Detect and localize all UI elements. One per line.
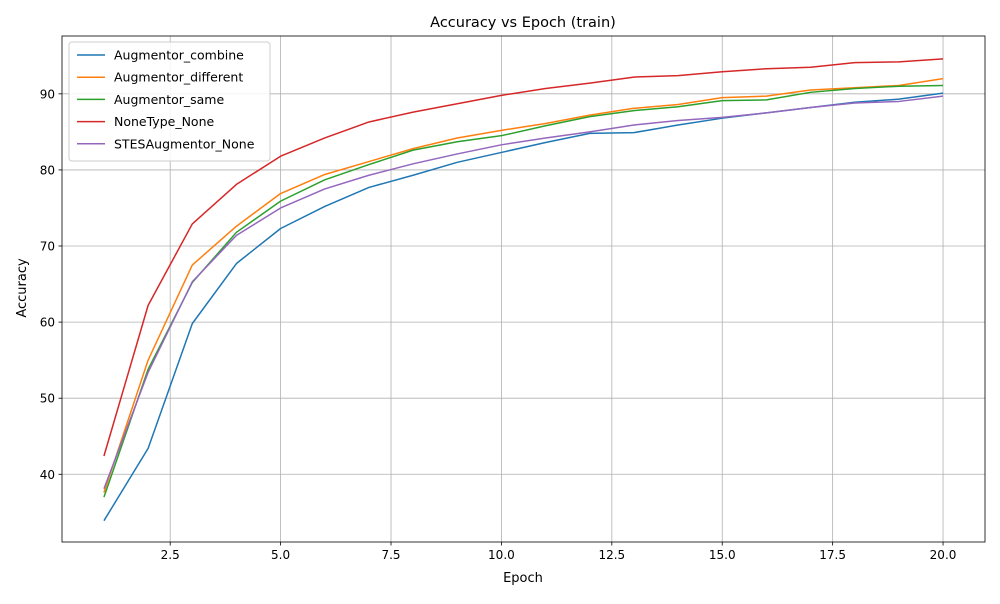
legend-label: STESAugmentor_None — [114, 136, 255, 151]
legend-label: Augmentor_same — [114, 92, 224, 107]
lines-layer — [103, 58, 944, 522]
legend: Augmentor_combine Augmentor_different Augm… — [68, 41, 271, 162]
legend-label: NoneType_None — [114, 114, 214, 129]
x-tick-label: 15.0 — [709, 548, 736, 562]
series-line-augmentor-different — [103, 77, 944, 493]
legend-box — [68, 41, 271, 162]
y-tick-label: 40 — [40, 468, 55, 482]
x-tick-label: 7.5 — [381, 548, 400, 562]
y-axis-label: Accuracy — [15, 258, 30, 318]
legend-label: Augmentor_combine — [114, 48, 244, 63]
x-tick-label: 10.0 — [488, 548, 515, 562]
y-tick-label: 90 — [40, 87, 55, 101]
x-tick-label: 12.5 — [598, 548, 625, 562]
x-tick-label: 20.0 — [930, 548, 957, 562]
y-tick-label: 70 — [40, 240, 55, 254]
series-line-stesaugmentor-none — [103, 95, 944, 490]
x-axis-label: Epoch — [503, 571, 543, 586]
y-tick-label: 50 — [40, 392, 55, 406]
plot-frame — [61, 35, 986, 543]
series-line-nonetype-none — [103, 58, 944, 457]
series-line-augmentor-same — [103, 84, 944, 498]
x-tick-label: 5.0 — [271, 548, 290, 562]
grid-layer — [62, 36, 985, 542]
x-tick-label: 2.5 — [161, 548, 180, 562]
chart-title: Accuracy vs Epoch (train) — [430, 15, 616, 31]
y-tick-label: 80 — [40, 163, 55, 177]
x-tick-label: 17.5 — [819, 548, 846, 562]
ticks-layer: 2.5 5.0 7.5 10.0 12.5 15.0 17.5 20.0 40 50 60 70 80 9… — [40, 87, 957, 562]
legend-label: Augmentor_different — [114, 70, 243, 85]
y-tick-label: 60 — [40, 316, 55, 330]
